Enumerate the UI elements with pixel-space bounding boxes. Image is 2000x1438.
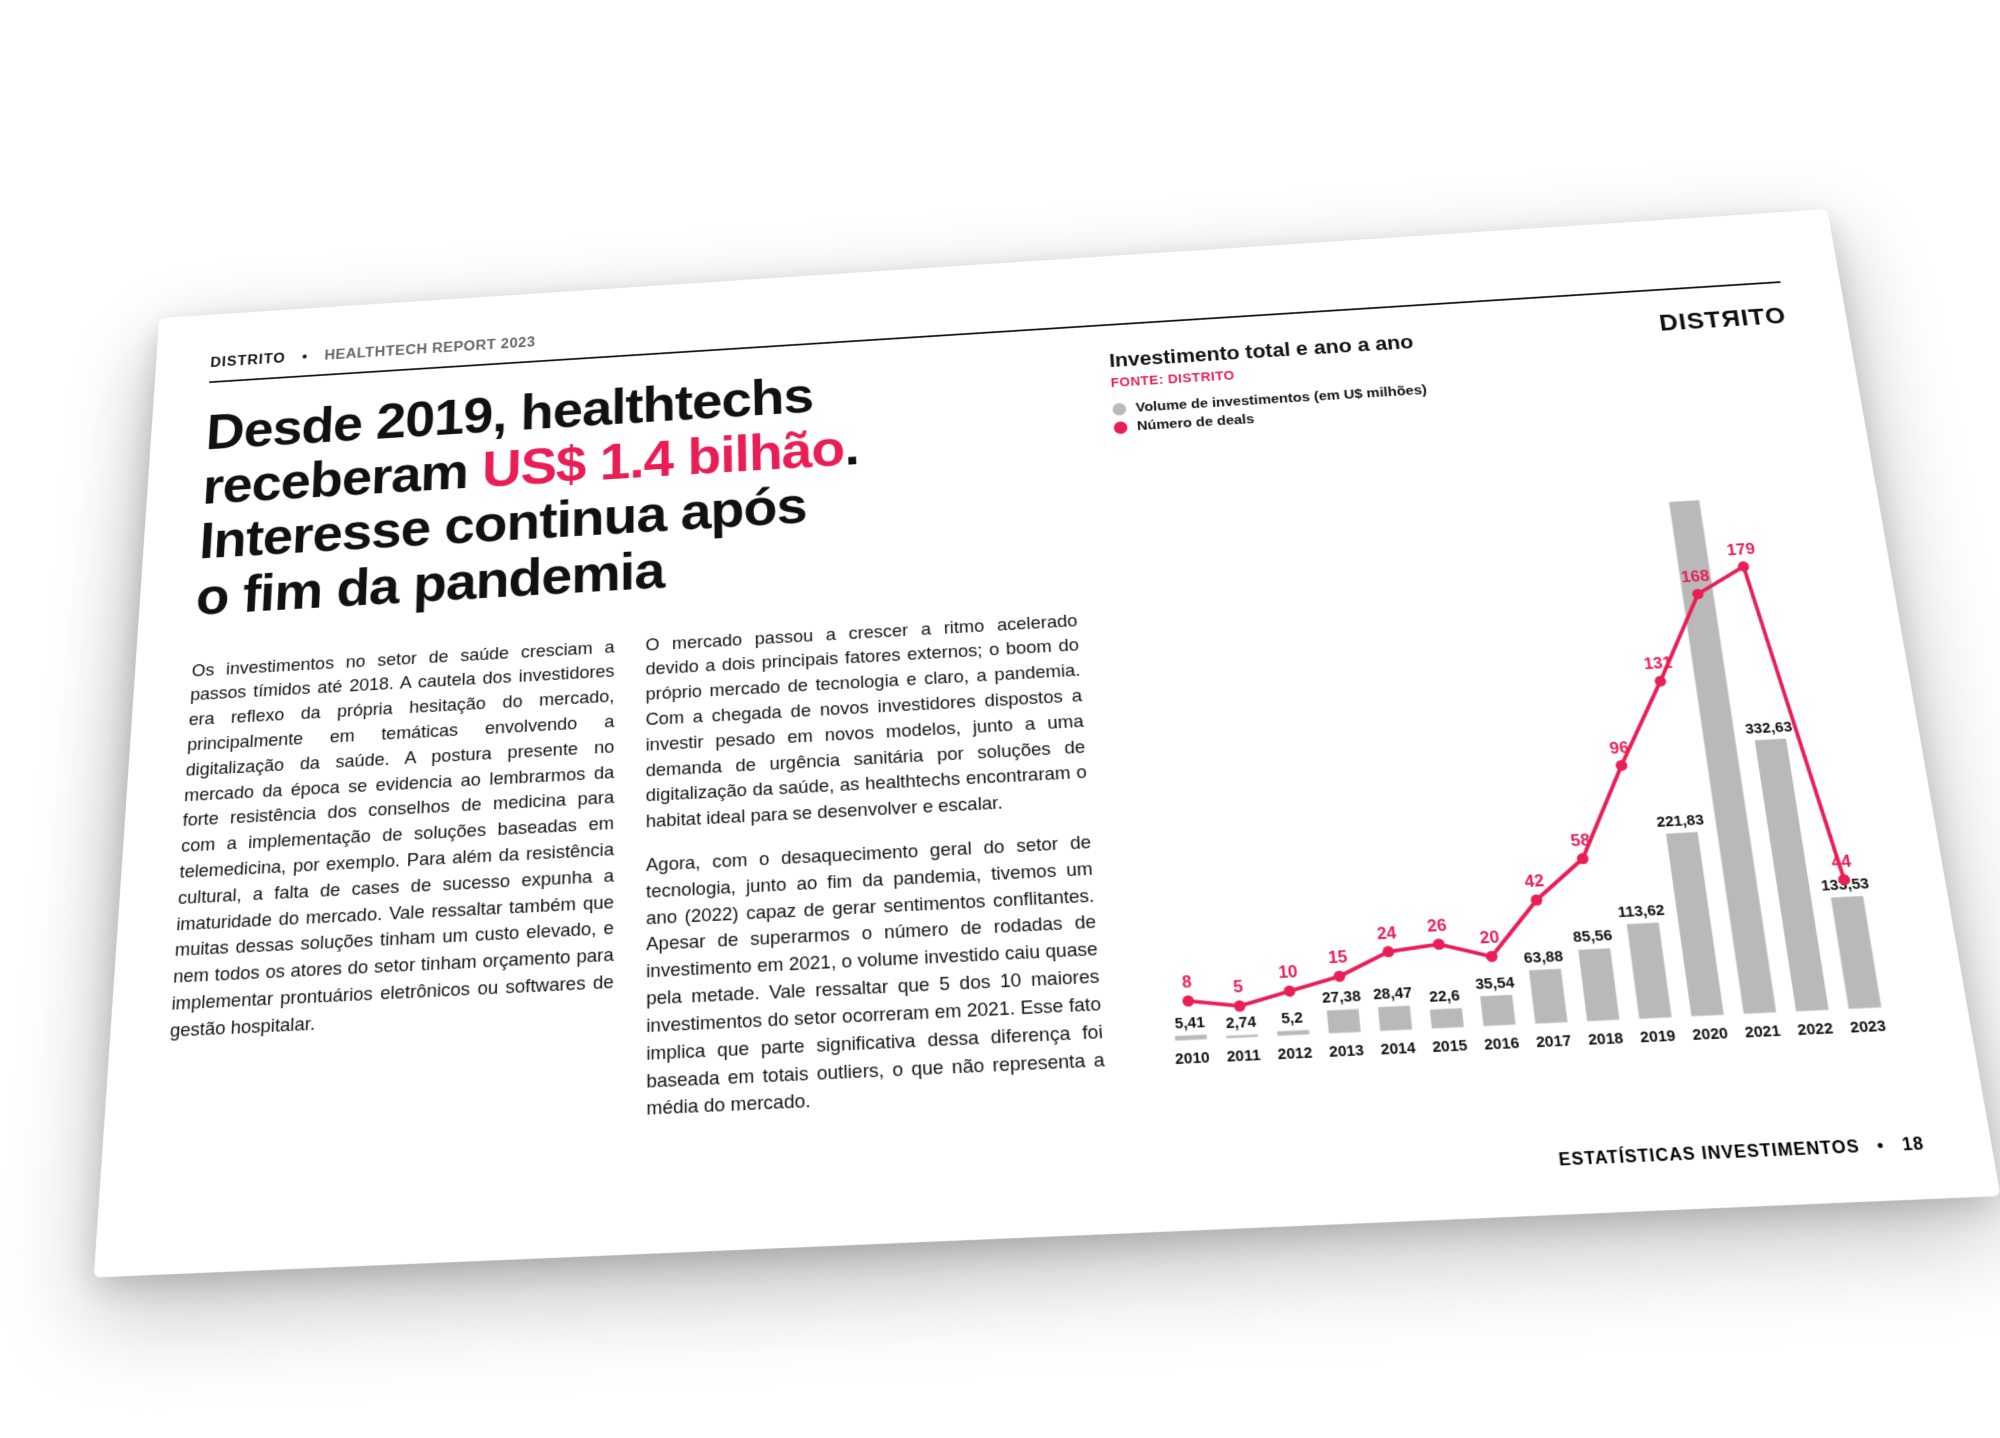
svg-text:20: 20 [1479, 928, 1501, 948]
svg-text:58: 58 [1570, 831, 1592, 850]
svg-text:24: 24 [1376, 923, 1397, 943]
footer-section: ESTATÍSTICAS INVESTIMENTOS [1558, 1138, 1861, 1171]
svg-text:332,63: 332,63 [1744, 719, 1793, 738]
svg-text:2022: 2022 [1796, 1020, 1834, 1039]
svg-text:85,56: 85,56 [1572, 928, 1613, 947]
legend-label-line: Número de deals [1136, 412, 1254, 434]
svg-text:168: 168 [1680, 568, 1711, 587]
svg-text:2011: 2011 [1226, 1047, 1261, 1066]
svg-text:22,6: 22,6 [1428, 988, 1460, 1006]
svg-text:35,54: 35,54 [1474, 974, 1515, 993]
body-p2: O mercado passou a crescer a ritmo acele… [645, 608, 1089, 835]
svg-text:2,74: 2,74 [1225, 1014, 1256, 1032]
svg-text:26: 26 [1426, 916, 1447, 936]
svg-text:5,41: 5,41 [1174, 1014, 1205, 1032]
report-page: DISTRITO • HEALTHTECH REPORT 2023 Desde … [94, 209, 2000, 1277]
svg-text:2018: 2018 [1587, 1030, 1624, 1049]
svg-text:96: 96 [1608, 738, 1630, 757]
svg-text:10: 10 [1278, 963, 1299, 983]
svg-text:2015: 2015 [1431, 1037, 1468, 1056]
svg-text:2010: 2010 [1175, 1049, 1211, 1068]
svg-text:27,38: 27,38 [1321, 988, 1361, 1007]
svg-text:5,2: 5,2 [1281, 1010, 1304, 1028]
svg-text:2016: 2016 [1483, 1035, 1520, 1054]
body-text: Os investimentos no setor de saúde cresc… [163, 608, 1107, 1145]
svg-text:2020: 2020 [1691, 1025, 1729, 1044]
chart-area: 5,4120102,7420115,2201227,38201328,47201… [1116, 418, 1921, 1158]
svg-text:2014: 2014 [1380, 1040, 1417, 1059]
headline: Desde 2019, healthtechs receberam US$ 1.… [195, 353, 1075, 626]
svg-text:5: 5 [1233, 978, 1244, 997]
svg-text:179: 179 [1726, 540, 1757, 559]
legend-swatch-bar [1112, 402, 1126, 415]
svg-text:131: 131 [1643, 654, 1674, 673]
body-p3: Agora, com o desaquecimento geral do set… [646, 829, 1107, 1123]
body-p1: Os investimentos no setor de saúde cresc… [169, 635, 614, 1045]
header-brand: DISTRITO [210, 351, 286, 371]
svg-text:221,83: 221,83 [1656, 812, 1705, 831]
header-report-title: HEALTHTECH REPORT 2023 [324, 335, 535, 364]
svg-text:15: 15 [1327, 948, 1348, 968]
svg-text:63,88: 63,88 [1523, 948, 1564, 967]
svg-text:2023: 2023 [1849, 1017, 1887, 1036]
headline-line2b: . [843, 418, 859, 476]
footer-page: 18 [1901, 1135, 1926, 1156]
svg-text:2019: 2019 [1639, 1027, 1677, 1046]
svg-text:28,47: 28,47 [1372, 985, 1413, 1004]
header-bullet: • [302, 350, 309, 366]
svg-text:42: 42 [1524, 872, 1546, 892]
svg-text:8: 8 [1181, 973, 1192, 992]
svg-text:2012: 2012 [1277, 1044, 1313, 1063]
svg-text:44: 44 [1830, 852, 1853, 872]
svg-text:2013: 2013 [1328, 1042, 1364, 1061]
svg-text:113,62: 113,62 [1617, 902, 1666, 921]
svg-text:2021: 2021 [1744, 1022, 1782, 1041]
legend-swatch-line [1113, 421, 1127, 434]
chart-svg: 5,4120102,7420115,2201227,38201328,47201… [1116, 418, 1921, 1158]
svg-text:2017: 2017 [1535, 1032, 1572, 1051]
footer-bullet: • [1876, 1137, 1886, 1157]
